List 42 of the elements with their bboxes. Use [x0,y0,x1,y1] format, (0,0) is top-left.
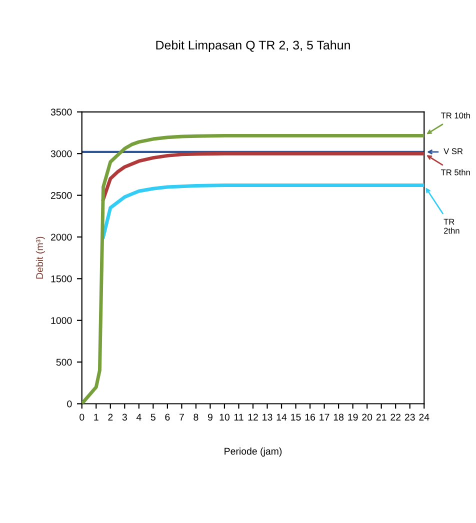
y-axis-title: Debit (m³) [36,236,45,279]
y-tick-label: 1500 [51,275,72,282]
x-tick-label: 12 [248,414,258,421]
x-tick-label: 1 [94,414,98,421]
x-tick-label: 18 [334,414,344,421]
x-tick-label: 9 [208,414,212,421]
x-tick-label: 14 [276,414,287,421]
x-tick-label: 17 [320,414,330,421]
x-tick-label: 3 [122,414,127,421]
x-tick-label: 16 [305,414,316,421]
x-tick-label: 10 [220,414,230,421]
y-tick-label: 3000 [50,150,72,158]
x-axis-title: Periode (jam) [224,448,282,457]
x-tick-label: 7 [179,414,184,421]
x-tick-label: 15 [291,414,301,421]
y-tick-label: 500 [56,358,72,366]
x-tick-label: 2 [108,414,113,421]
text: TR 2thn [444,218,460,234]
line-series [102,184,424,239]
x-tick-label: 5 [150,414,156,421]
y-tick-label: 2000 [51,234,72,241]
x-tick-label: 23 [404,414,415,421]
y-tick-label: 0 [67,400,72,408]
text: TR 10th [440,112,470,118]
line-series [102,152,424,202]
x-tick-label: 6 [165,414,170,421]
y-tick-label: 2500 [51,192,72,199]
x-tick-label: 21 [376,414,386,421]
x-tick-label: 8 [194,414,198,421]
x-tick-label: 22 [390,414,401,421]
ref-line-label: V SR [444,148,463,154]
x-tick-label: 11 [234,414,244,421]
x-tick-label: 13 [262,414,272,421]
x-tick-label: 19 [348,414,358,421]
y-tick-label: 1000 [51,317,72,324]
x-tick-label: 4 [136,414,142,421]
x-tick-label: 20 [362,414,372,421]
x-tick-label: 24 [419,414,430,421]
chart-title: Debit Limpasan Q TR 2, 3, 5 Tahun [156,40,350,52]
x-tick-label: 0 [80,414,84,421]
text: TR 5thn [440,169,470,176]
y-tick-label: 3500 [50,108,72,116]
